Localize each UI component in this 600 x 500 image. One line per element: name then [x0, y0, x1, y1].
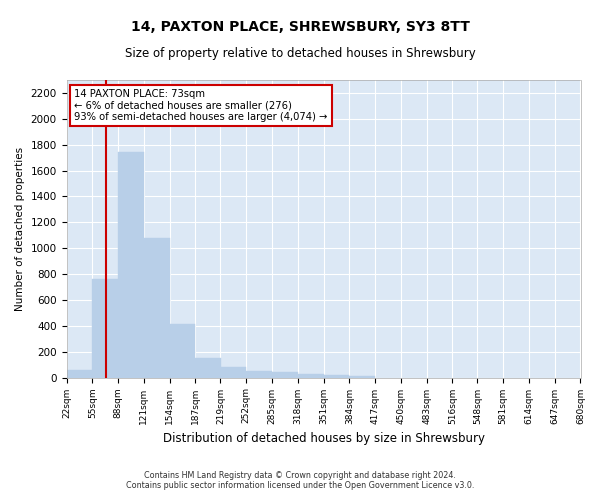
Bar — [298, 374, 323, 378]
Bar — [272, 372, 298, 378]
Y-axis label: Number of detached properties: Number of detached properties — [15, 146, 25, 311]
Bar — [118, 152, 144, 378]
Text: 14 PAXTON PLACE: 73sqm
← 6% of detached houses are smaller (276)
93% of semi-det: 14 PAXTON PLACE: 73sqm ← 6% of detached … — [74, 89, 328, 122]
Text: 14, PAXTON PLACE, SHREWSBURY, SY3 8TT: 14, PAXTON PLACE, SHREWSBURY, SY3 8TT — [131, 20, 469, 34]
Bar — [349, 376, 375, 378]
Bar — [67, 370, 92, 378]
X-axis label: Distribution of detached houses by size in Shrewsbury: Distribution of detached houses by size … — [163, 432, 485, 445]
Bar — [92, 279, 118, 378]
Text: Size of property relative to detached houses in Shrewsbury: Size of property relative to detached ho… — [125, 48, 475, 60]
Bar — [196, 358, 221, 378]
Text: Contains HM Land Registry data © Crown copyright and database right 2024.
Contai: Contains HM Land Registry data © Crown c… — [126, 470, 474, 490]
Bar — [220, 366, 246, 378]
Bar — [246, 372, 272, 378]
Bar — [144, 238, 170, 378]
Bar — [323, 375, 349, 378]
Bar — [170, 324, 196, 378]
